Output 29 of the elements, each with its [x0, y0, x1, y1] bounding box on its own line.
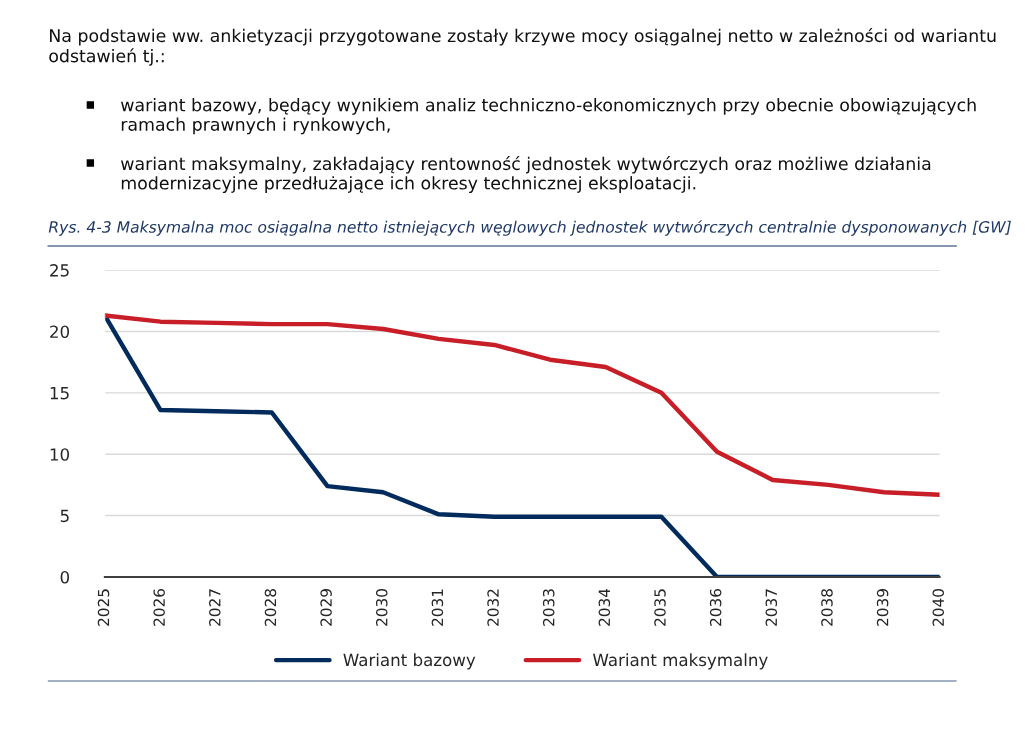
legend-label: Wariant bazowy	[343, 653, 476, 670]
y-tick-label: 10	[50, 448, 70, 461]
chart-title: Rys. 4-3 Maksymalna moc osiągalna netto istniejących węglowych jednostek wytwórczych centralnie dysponowanych [GW]	[48, 220, 1011, 236]
x-tick-label: 2031	[431, 589, 444, 626]
x-tick-label: 2038	[821, 589, 833, 626]
x-tick-label: 2040	[932, 589, 945, 626]
y-tick-label: 15	[50, 387, 69, 400]
x-tick-label: 2035	[654, 589, 666, 626]
y-tick-label: 20	[50, 325, 70, 339]
x-tick-label: 2029	[320, 589, 332, 626]
line-series	[104, 313, 940, 497]
legend-label: Wariant maksymalny	[592, 653, 768, 670]
x-tick-label: 2030	[375, 589, 388, 626]
y-tick-label: 0	[60, 570, 70, 584]
x-tick-label: 2032	[487, 589, 499, 626]
x-tick-label: 2027	[209, 589, 221, 626]
x-tick-label: 2037	[765, 589, 778, 626]
y-tick-label: 5	[60, 509, 69, 523]
x-tick-label: 2025	[97, 589, 110, 626]
text: wariant maksymalny, zakładający rentowność jednostek wytwórczych oraz możliwe działania modernizacyjne przedłużające ich okresy technicznej eksploatacji.	[121, 156, 931, 193]
x-tick-label: 2028	[264, 589, 277, 626]
x-tick-label: 2033	[542, 589, 555, 626]
text: wariant bazowy, będący wynikiem analiz techniczno-ekonomicznych przy obecnie obowiązujących ramach prawnych i rynkowych,	[121, 98, 976, 135]
x-tick-label: 2039	[876, 589, 889, 626]
text: Na podstawie ww. ankietyzacji przygotowane zostały krzywe mocy osiągalnej netto w zależności od wariantu odstawień tj.:	[49, 28, 996, 66]
x-tick-label: 2036	[709, 589, 722, 626]
x-tick-label: 2034	[598, 588, 611, 626]
x-tick-label: 2026	[153, 589, 165, 626]
y-tick-label: 25	[50, 264, 69, 277]
